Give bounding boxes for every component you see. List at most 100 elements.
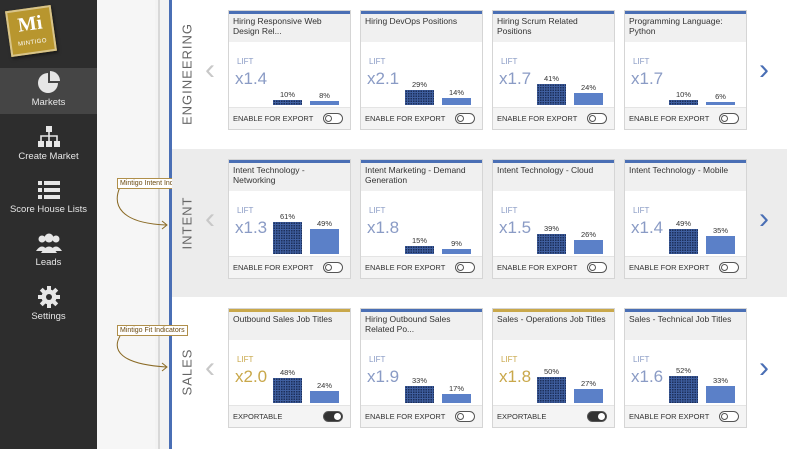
nav-item-settings[interactable]: Settings xyxy=(0,282,97,328)
scroll-right-arrow-icon[interactable]: › xyxy=(759,351,769,384)
segment-bar-label: 49% xyxy=(675,218,691,228)
scroll-left-arrow-icon[interactable]: ‹ xyxy=(205,202,215,235)
card-chart: LIFT x1.8 15% 9% xyxy=(361,191,482,256)
export-toggle[interactable] xyxy=(719,262,739,273)
export-toggle[interactable] xyxy=(323,113,343,124)
pie-chart-icon xyxy=(37,71,60,93)
card-accent-bar xyxy=(493,160,614,163)
card-title: Hiring Responsive Web Design Rel... xyxy=(229,14,350,42)
segment-bar-label: 48% xyxy=(279,368,295,378)
indicator-card[interactable]: Hiring DevOps Positions LIFT x2.1 29% 14% ENA… xyxy=(360,10,483,130)
lift-label: LIFT xyxy=(369,206,386,215)
mintigo-logo[interactable]: Mi MINTIGO xyxy=(5,5,57,57)
card-footer: EXPORTABLE xyxy=(493,405,614,427)
export-toggle[interactable] xyxy=(587,262,607,273)
export-label: EXPORTABLE xyxy=(497,412,547,421)
indicator-card[interactable]: Outbound Sales Job Titles LIFT x2.0 48% 24% E… xyxy=(228,308,351,428)
lift-value: x1.8 xyxy=(499,367,532,386)
indicator-card[interactable]: Programming Language: Python LIFT x1.7 10% 6… xyxy=(624,10,747,130)
card-accent-bar xyxy=(625,11,746,14)
export-label: ENABLE FOR EXPORT xyxy=(497,114,578,123)
card-accent-bar xyxy=(625,160,746,163)
lift-value: x2.0 xyxy=(235,367,268,386)
baseline-bar-label: 24% xyxy=(316,380,332,390)
export-toggle[interactable] xyxy=(323,411,343,422)
segment-bar xyxy=(537,377,566,403)
nav-item-create-market[interactable]: Create Market xyxy=(0,122,97,168)
lift-label: LIFT xyxy=(501,57,518,66)
lift-label: LIFT xyxy=(633,355,650,364)
card-chart: LIFT x2.0 48% 24% xyxy=(229,340,350,405)
row-label-text: ENGINEERING xyxy=(179,22,195,126)
nav-item-markets[interactable]: Markets xyxy=(0,68,97,114)
card-chart: LIFT x1.6 52% 33% xyxy=(625,340,746,405)
segment-bar xyxy=(273,378,302,403)
lift-label: LIFT xyxy=(633,206,650,215)
baseline-bar xyxy=(706,101,735,105)
lift-value: x1.3 xyxy=(235,218,268,237)
segment-bar-label: 10% xyxy=(279,89,295,99)
lift-label: LIFT xyxy=(501,355,518,364)
export-toggle[interactable] xyxy=(455,262,475,273)
export-toggle[interactable] xyxy=(323,262,343,273)
segment-bar xyxy=(405,246,434,254)
lift-label: LIFT xyxy=(633,57,650,66)
indicator-card[interactable]: Intent Marketing - Demand Generation LIFT… xyxy=(360,159,483,279)
export-toggle[interactable] xyxy=(587,113,607,124)
indicator-card[interactable]: Intent Technology - Mobile LIFT x1.4 49% 35%… xyxy=(624,159,747,279)
export-label: ENABLE FOR EXPORT xyxy=(365,412,446,421)
card-footer: ENABLE FOR EXPORT xyxy=(625,405,746,427)
logo-text: Mi xyxy=(16,11,44,37)
lift-value: x1.4 xyxy=(235,69,268,88)
nav-label: Settings xyxy=(31,311,66,322)
scroll-right-arrow-icon[interactable]: › xyxy=(759,202,769,235)
card-footer: ENABLE FOR EXPORT xyxy=(493,107,614,129)
annotation-gutter xyxy=(97,0,155,449)
segment-bar-label: 15% xyxy=(411,236,427,246)
nav-label: Score House Lists xyxy=(9,204,88,215)
logo-subtext: MINTIGO xyxy=(17,37,48,48)
baseline-bar xyxy=(310,228,339,254)
nav-item-score-house-lists[interactable]: Score House Lists xyxy=(0,175,97,221)
card-title: Hiring DevOps Positions xyxy=(361,14,482,42)
toggle-knob xyxy=(325,115,332,122)
indicator-card[interactable]: Hiring Responsive Web Design Rel... LIFT x… xyxy=(228,10,351,130)
baseline-bar-label: 17% xyxy=(448,384,464,394)
nav-item-leads[interactable]: Leads xyxy=(0,228,97,274)
nav-label: Leads xyxy=(35,257,62,268)
card-accent-bar xyxy=(229,160,350,163)
indicator-card[interactable]: Hiring Scrum Related Positions LIFT x1.7 41… xyxy=(492,10,615,130)
export-toggle[interactable] xyxy=(719,113,739,124)
export-toggle[interactable] xyxy=(719,411,739,422)
export-label: ENABLE FOR EXPORT xyxy=(233,114,314,123)
baseline-bar-label: 33% xyxy=(712,375,728,385)
indicator-card[interactable]: Intent Technology - Cloud LIFT x1.5 39% 26% E… xyxy=(492,159,615,279)
toggle-knob xyxy=(589,115,596,122)
card-accent-bar xyxy=(493,11,614,14)
scroll-left-arrow-icon[interactable]: ‹ xyxy=(205,351,215,384)
card-chart: LIFT x1.9 33% 17% xyxy=(361,340,482,405)
card-accent-bar xyxy=(493,309,614,312)
indicator-card[interactable]: Sales - Operations Job Titles LIFT x1.8 50%… xyxy=(492,308,615,428)
segment-bar-label: 29% xyxy=(411,79,427,89)
scroll-left-arrow-icon[interactable]: ‹ xyxy=(205,53,215,86)
card-footer: ENABLE FOR EXPORT xyxy=(361,405,482,427)
baseline-bar-label: 27% xyxy=(580,378,596,388)
export-toggle[interactable] xyxy=(455,411,475,422)
scroll-right-arrow-icon[interactable]: › xyxy=(759,53,769,86)
card-accent-bar xyxy=(229,11,350,14)
indicator-card[interactable]: Hiring Outbound Sales Related Po... LIFT x… xyxy=(360,308,483,428)
card-title: Sales - Technical Job Titles xyxy=(625,312,746,340)
toggle-knob xyxy=(457,115,464,122)
export-toggle[interactable] xyxy=(587,411,607,422)
card-chart: LIFT x1.4 10% 8% xyxy=(229,42,350,107)
segment-bar xyxy=(405,89,434,105)
indicator-card[interactable]: Intent Technology - Networking LIFT x1.3 61… xyxy=(228,159,351,279)
export-label: ENABLE FOR EXPORT xyxy=(233,263,314,272)
export-toggle[interactable] xyxy=(455,113,475,124)
baseline-bar-label: 26% xyxy=(580,230,596,240)
card-footer: ENABLE FOR EXPORT xyxy=(625,107,746,129)
indicator-card[interactable]: Sales - Technical Job Titles LIFT x1.6 52% 3… xyxy=(624,308,747,428)
lift-label: LIFT xyxy=(237,57,254,66)
baseline-bar-label: 24% xyxy=(580,82,596,92)
